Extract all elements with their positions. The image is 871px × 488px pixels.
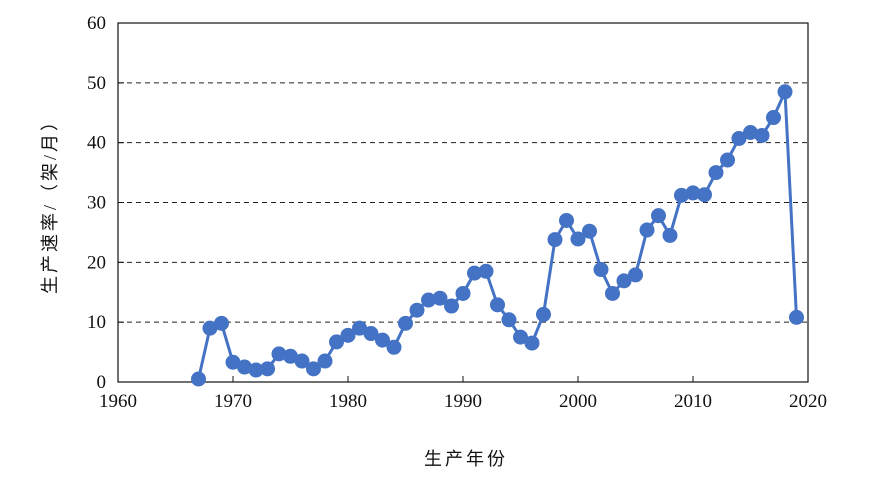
data-point-2000 (570, 231, 586, 247)
x-tick-label-1980: 1980 (329, 391, 367, 412)
y-tick-label-10: 10 (87, 312, 106, 333)
data-point-1992 (478, 263, 494, 279)
data-point-2008 (662, 227, 678, 243)
data-point-1989 (444, 298, 459, 314)
data-point-1980 (340, 327, 356, 343)
tick-labels: 0 10 20 30 40 50 60 1960 1970 1980 1990 2000 2010 202… (87, 13, 827, 412)
y-axis-title: 生产速率/（架/月） (40, 110, 60, 294)
data-point-1997 (536, 306, 551, 322)
data-point-2002 (593, 262, 609, 278)
x-axis-title: 生产年份 (424, 449, 508, 469)
series-line-0 (197, 90, 798, 380)
data-point-1985 (398, 315, 413, 331)
data-point-2003 (605, 285, 620, 301)
data-point-1983 (375, 332, 390, 348)
data-point-2016 (754, 127, 770, 143)
x-tick-label-1960: 1960 (99, 391, 137, 412)
data-point-1976 (294, 353, 310, 369)
data-point-1996 (524, 335, 540, 351)
data-point-2011 (697, 187, 712, 203)
data-point-1967 (191, 371, 206, 387)
y-tick-label-30: 30 (87, 193, 106, 214)
data-point-1993 (490, 297, 505, 313)
data-point-2007 (651, 208, 666, 224)
x-tick-label-2010: 2010 (674, 391, 712, 412)
data-point-2017 (766, 110, 781, 126)
y-tick-label-0: 0 (97, 372, 107, 393)
y-tick-label-20: 20 (87, 252, 106, 273)
data-point-2019 (789, 309, 804, 325)
data-point-1979 (329, 334, 344, 350)
data-point-1982 (363, 326, 379, 342)
gridlines (118, 82, 808, 323)
data-point-1973 (260, 361, 275, 377)
data-point-1988 (432, 290, 448, 306)
data-series (191, 84, 804, 387)
y-tick-label-50: 50 (87, 73, 106, 94)
data-point-1990 (455, 285, 471, 301)
data-point-2005 (628, 267, 643, 283)
data-point-2001 (582, 223, 597, 239)
data-point-1986 (409, 302, 425, 318)
x-tick-label-1990: 1990 (444, 391, 482, 412)
data-point-2018 (777, 84, 793, 100)
y-tick-label-40: 40 (87, 133, 106, 154)
data-point-1984 (386, 339, 402, 355)
data-point-2013 (720, 152, 735, 168)
data-point-1977 (306, 361, 321, 377)
data-point-1969 (214, 315, 229, 331)
data-point-2006 (639, 222, 655, 238)
x-tick-label-1970: 1970 (214, 391, 252, 412)
x-tick-label-2020: 2020 (789, 391, 827, 412)
data-point-1994 (501, 312, 517, 328)
data-point-1978 (317, 353, 333, 369)
data-point-1999 (559, 212, 574, 228)
data-point-1998 (547, 232, 563, 248)
y-tick-label-60: 60 (87, 13, 106, 34)
axes (117, 22, 809, 383)
x-tick-label-2000: 2000 (559, 391, 597, 412)
data-point-2012 (708, 165, 724, 181)
